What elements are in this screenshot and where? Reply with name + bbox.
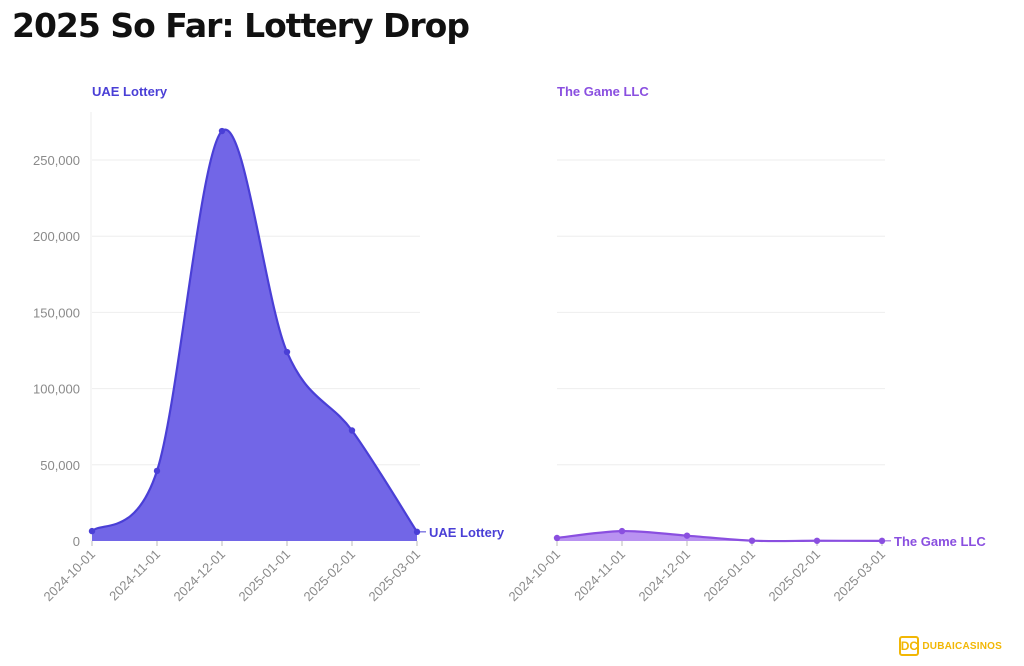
data-point <box>283 348 291 356</box>
data-point <box>618 527 626 535</box>
chart-panel-1: UAE Lottery 0 50,000 100,000 150,000 200,000 2… <box>33 84 505 604</box>
x-tick-label: 2025-01-01 <box>700 547 758 605</box>
y-tick-label: 150,000 <box>33 305 80 320</box>
y-tick-label: 250,000 <box>33 153 80 168</box>
x-tick-label: 2025-03-01 <box>365 547 423 605</box>
page-title: 2025 So Far: Lottery Drop <box>12 6 470 45</box>
brand-name: DUBAICASINOS <box>922 640 1002 652</box>
data-point <box>813 537 821 544</box>
chart-panel-2: The Game LLC 2024-10-01 2024-11-01 2024-12-… <box>505 84 986 604</box>
x-tick-label: 2025-02-01 <box>765 547 823 605</box>
series-end-label: The Game LLC <box>894 534 986 549</box>
chart-title: The Game LLC <box>557 84 649 99</box>
x-tick-label: 2024-10-01 <box>505 547 563 605</box>
series-area <box>92 129 417 541</box>
x-tick-label: 2024-12-01 <box>170 547 228 605</box>
x-tick-label: 2025-02-01 <box>300 547 358 605</box>
data-point <box>413 528 421 536</box>
x-tick-label: 2024-12-01 <box>635 547 693 605</box>
series-end-label: UAE Lottery <box>429 525 505 540</box>
y-tick-label: 200,000 <box>33 229 80 244</box>
x-tick-label: 2025-03-01 <box>830 547 888 605</box>
brand-mark-icon: DC <box>899 636 920 656</box>
series-line <box>556 529 883 543</box>
y-tick-label: 50,000 <box>40 458 80 473</box>
data-point <box>348 427 356 434</box>
data-point <box>88 527 96 535</box>
y-tick-label: 100,000 <box>33 382 80 397</box>
brand-logo: DC DUBAICASINOS <box>899 636 1002 656</box>
x-tick-label: 2024-11-01 <box>571 547 628 604</box>
data-point <box>153 467 161 475</box>
data-point <box>218 127 226 135</box>
y-tick-label: 0 <box>73 534 80 549</box>
data-point <box>748 537 756 544</box>
chart-title: UAE Lottery <box>92 84 168 99</box>
data-point <box>553 534 561 542</box>
x-tick-label: 2024-10-01 <box>40 547 98 605</box>
series-area <box>557 531 882 542</box>
x-tick-label: 2024-11-01 <box>106 547 163 604</box>
data-point <box>683 532 691 539</box>
x-tick-label: 2025-01-01 <box>235 547 293 605</box>
data-point <box>878 537 886 545</box>
